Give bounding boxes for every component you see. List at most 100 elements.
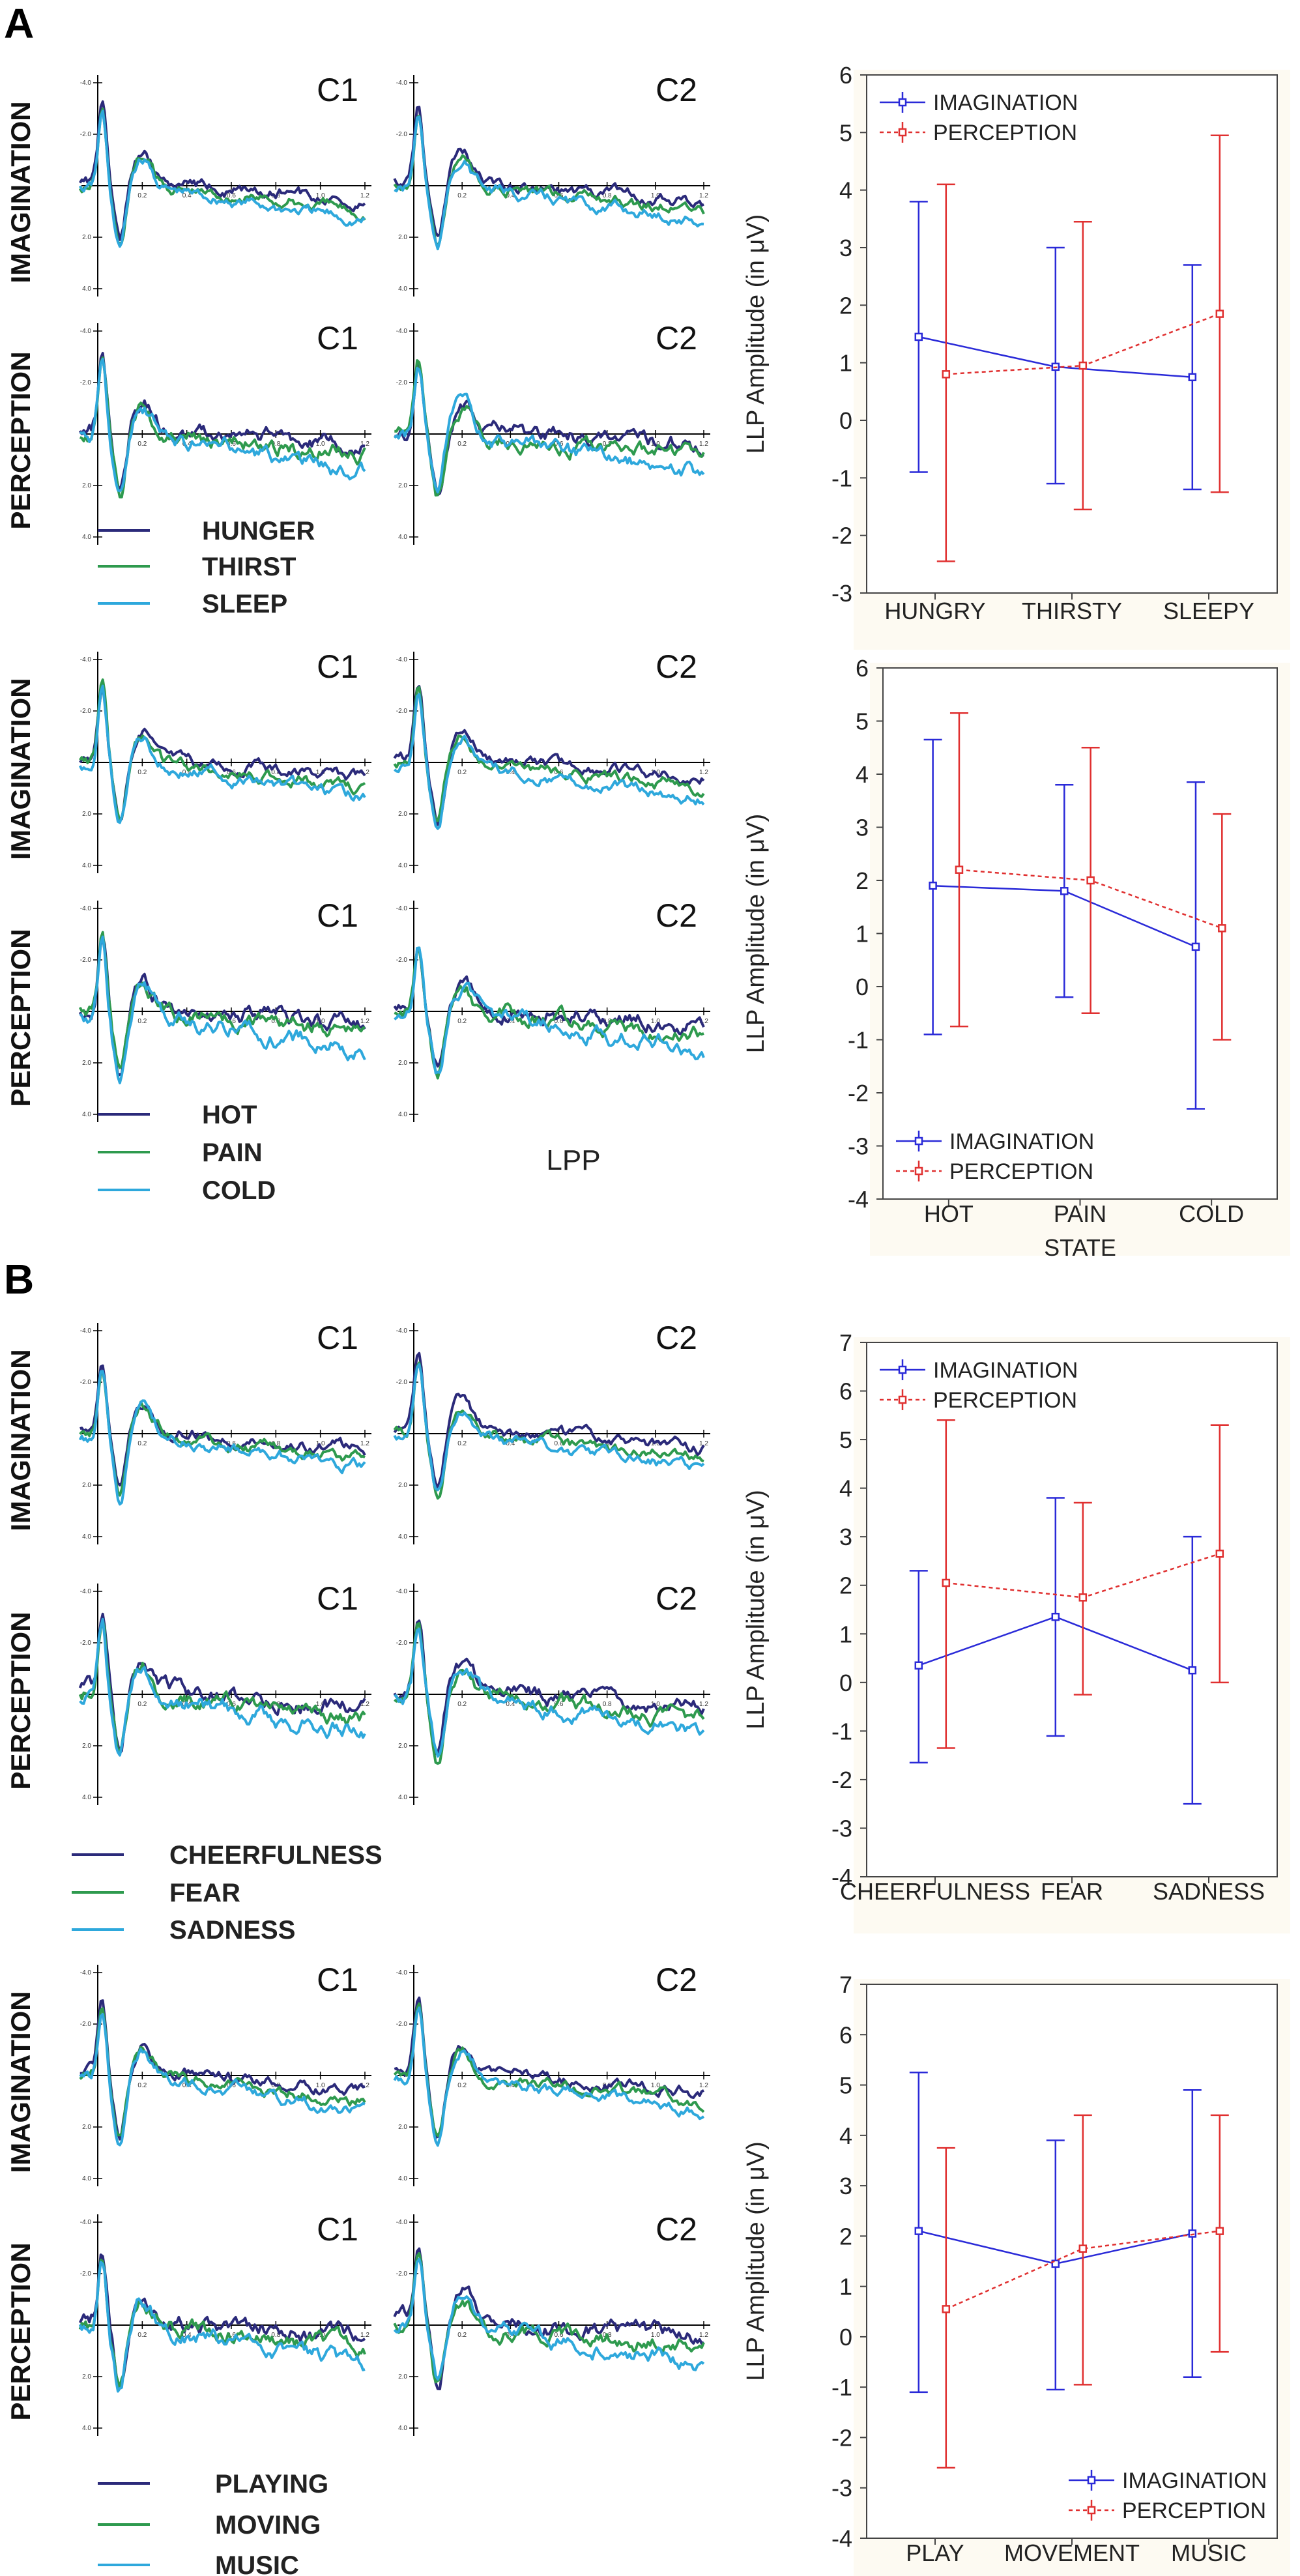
erp-waveform (393, 1363, 705, 1492)
data-point (1051, 1612, 1060, 1621)
erp-waveform (78, 2253, 366, 2390)
x-tick-label: PAIN (1054, 1200, 1106, 1227)
erp-y-tick-label: 2.0 (398, 1060, 407, 1067)
erp-plot: -4.0-2.02.04.00.2 0.4 0.6 0.8 1.0 1.2C2 (393, 320, 710, 545)
x-tick-label: PLAY (906, 2540, 964, 2566)
erp-y-tick-label: -4.0 (396, 2219, 408, 2226)
row-label: PERCEPTION (5, 929, 36, 1107)
amplitude-charts: -3 -2 -1 0 1 2 3 4 5 6 HUNGRY THIRSTY SLEEPY LLP Ampl… (742, 62, 1290, 2576)
y-tick-label: -1 (831, 1718, 852, 1744)
erp-y-tick-label: 4.0 (398, 862, 407, 869)
erp-x-tick-label: 1.0 (316, 1701, 325, 1708)
channel-label: C2 (656, 897, 697, 934)
erp-x-tick-label: 0.8 (271, 1440, 280, 1447)
data-point (955, 865, 964, 874)
y-tick-label: 2 (839, 292, 852, 319)
data-point (1078, 361, 1088, 370)
channel-label: C2 (656, 320, 697, 356)
erp-x-tick-label: 0.2 (137, 1018, 147, 1025)
erp-y-tick-label: 4.0 (82, 1794, 91, 1801)
erp-group: IMAGINATION -4.0 -2.0 2.0 4.0 0.2 0.4 0.6 0.8 1.0… (5, 1320, 710, 1945)
erp-x-tick-label: 0.2 (137, 2082, 147, 2089)
y-tick-label: -1 (848, 1027, 869, 1054)
legend-swatch-marker (898, 128, 907, 137)
erp-x-tick-label: 0.2 (457, 441, 467, 448)
y-tick-label: 2 (839, 2223, 852, 2250)
erp-waveform (393, 946, 705, 1068)
erp-x-tick-label: 0.6 (227, 441, 236, 448)
erp-x-tick-label: 1.2 (360, 1701, 369, 1708)
legend-swatch-marker (898, 98, 907, 107)
row-label: PERCEPTION (5, 2242, 36, 2420)
erp-y-tick-label: 2.0 (82, 1482, 91, 1489)
erp-y-tick-label: 2.0 (82, 234, 91, 241)
erp-x-tick-label: 0.6 (555, 1440, 564, 1447)
data-point (1078, 1593, 1088, 1602)
y-tick-label: -4 (831, 1864, 852, 1890)
erp-waveform (394, 1996, 704, 2139)
erp-y-tick-label: 4.0 (398, 285, 407, 293)
erp-x-tick-label: 1.0 (651, 2082, 660, 2089)
amplitude-chart: -4 -3 -2 -1 0 1 2 3 4 5 6 7 PLAY MOVEMENT MUSIC LLP Amp… (742, 1971, 1290, 2576)
erp-waveform (78, 109, 366, 248)
data-point (942, 370, 951, 379)
erp-plot: -4.0-2.02.04.00.2 0.4 0.6 0.8 1.0 1.2C1 (79, 1961, 371, 2186)
erp-y-tick-label: -4.0 (396, 656, 408, 663)
erp-waveform (79, 1999, 366, 2141)
channel-label: C2 (656, 1961, 697, 1998)
erp-x-tick-label: 0.4 (506, 769, 515, 776)
erp-y-tick-label: 4.0 (398, 1111, 407, 1118)
erp-waveform (393, 2257, 705, 2381)
erp-plot: -4.0-2.02.04.00.2 0.4 0.6 0.8 1.0 1.2C1 (78, 897, 371, 1122)
erp-y-tick-label: -2.0 (80, 2270, 92, 2278)
y-tick-label: 4 (839, 1475, 852, 1502)
y-axis-label: LLP Amplitude (in μV) (742, 214, 770, 454)
erp-waveform (78, 1370, 366, 1506)
erp-waveform (393, 1619, 705, 1756)
erp-plot: -4.0-2.02.04.00.2 0.4 0.6 0.8 1.0 1.2C1 (78, 1320, 371, 1544)
legend-label: COLD (202, 1176, 276, 1205)
y-tick-label: 6 (839, 1378, 852, 1405)
y-tick-label: 6 (856, 655, 869, 682)
erp-plot: -4.0-2.02.04.00.2 0.4 0.6 0.8 1.0 1.2C1 (78, 2211, 371, 2436)
erp-y-tick-label: 4.0 (82, 285, 91, 293)
erp-x-tick-label: 1.2 (699, 2082, 708, 2089)
erp-y-tick-label: 4.0 (398, 1533, 407, 1541)
erp-plot: -4.0-2.02.04.00.2 0.4 0.6 0.8 1.0 1.2C2 (393, 1320, 710, 1544)
erp-waveform (79, 2007, 366, 2137)
x-tick-label: COLD (1179, 1200, 1244, 1227)
erp-x-tick-label: 0.6 (555, 1018, 564, 1025)
erp-waveform (78, 684, 366, 824)
erp-y-tick-label: 4.0 (398, 2175, 407, 2182)
erp-waveform (394, 1627, 705, 1758)
erp-waveform (393, 2006, 705, 2147)
erp-waveform (393, 2002, 705, 2137)
legend-label: PERCEPTION (933, 1388, 1077, 1413)
legend-label: PERCEPTION (1122, 2498, 1266, 2523)
erp-y-tick-label: -2.0 (80, 957, 92, 964)
erp-waveform (394, 946, 705, 1075)
erp-y-tick-label: 2.0 (82, 811, 91, 818)
erp-y-tick-label: -4.0 (396, 80, 408, 87)
panel-label-a: A (4, 0, 34, 47)
erp-plot: -4.0-2.02.04.00.2 0.4 0.6 0.8 1.0 1.2C1 (78, 72, 371, 297)
data-point (914, 332, 923, 341)
erp-y-tick-label: 2.0 (82, 2373, 91, 2381)
data-point (1218, 924, 1226, 933)
erp-waveform (394, 693, 705, 830)
y-tick-label: 4 (839, 2122, 852, 2149)
erp-y-tick-label: 2.0 (398, 2373, 407, 2381)
legend-label: PERCEPTION (933, 121, 1077, 145)
data-point (914, 1661, 923, 1670)
erp-y-tick-label: -2.0 (80, 708, 92, 715)
data-point (942, 1578, 951, 1587)
erp-x-tick-label: 0.6 (555, 2332, 564, 2339)
erp-x-tick-label: 0.8 (603, 1018, 612, 1025)
erp-y-tick-label: -2.0 (396, 708, 408, 715)
y-axis-label: LLP Amplitude (in μV) (742, 1490, 770, 1729)
legend-label: PERCEPTION (949, 1159, 1093, 1184)
legend-label: HOT (202, 1101, 257, 1129)
erp-y-tick-label: 4.0 (398, 2425, 407, 2432)
y-tick-label: 0 (839, 1670, 852, 1696)
erp-plot: -4.0-2.02.04.00.2 0.4 0.6 0.8 1.0 1.2C2 (393, 1580, 710, 1805)
